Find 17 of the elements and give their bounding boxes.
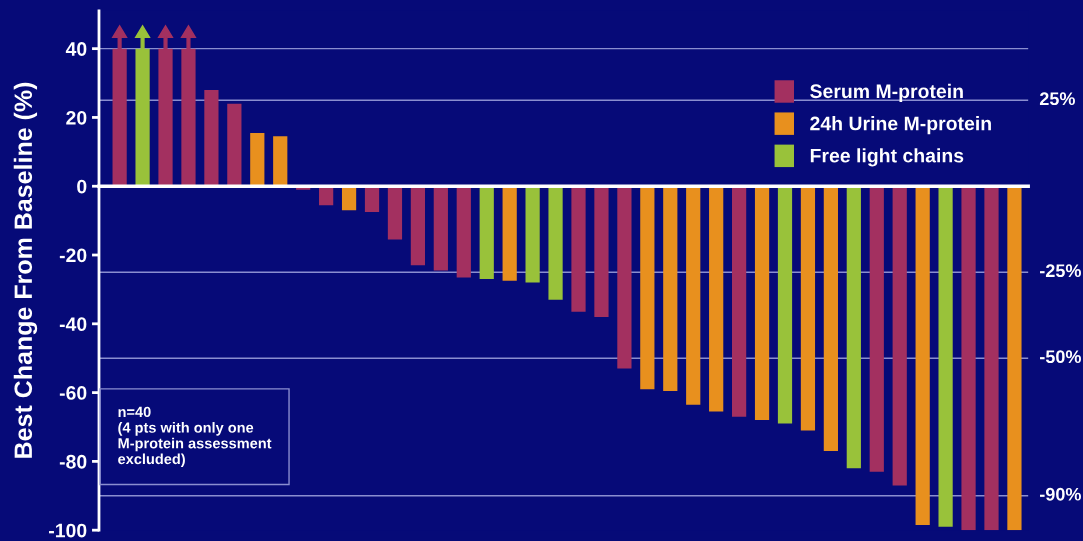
y-tick-label: 20 <box>66 110 87 125</box>
legend-label: 24h Urine M-protein <box>810 116 991 135</box>
ref-line-label: -25% <box>1040 264 1081 278</box>
y-tick-label: 0 <box>77 179 87 194</box>
y-tick-label: -80 <box>59 454 87 469</box>
legend-label: Free light chains <box>810 148 964 167</box>
ref-line-label: -90% <box>1040 487 1081 501</box>
ref-line-label: -50% <box>1040 350 1081 364</box>
ref-line-label: 25% <box>1039 92 1075 106</box>
y-tick-label: -60 <box>59 386 87 400</box>
legend-label: Serum M-protein <box>810 83 963 102</box>
y-tick-label: -20 <box>59 248 87 263</box>
y-axis-title: Best Change From Baseline (%) <box>13 82 38 458</box>
y-tick-label: -100 <box>49 523 87 538</box>
y-tick-label: 40 <box>65 42 87 56</box>
annotation: n=40 (4 pts with only one M-protein assessment excluded) <box>118 406 272 468</box>
y-tick-label: -40 <box>59 317 87 332</box>
